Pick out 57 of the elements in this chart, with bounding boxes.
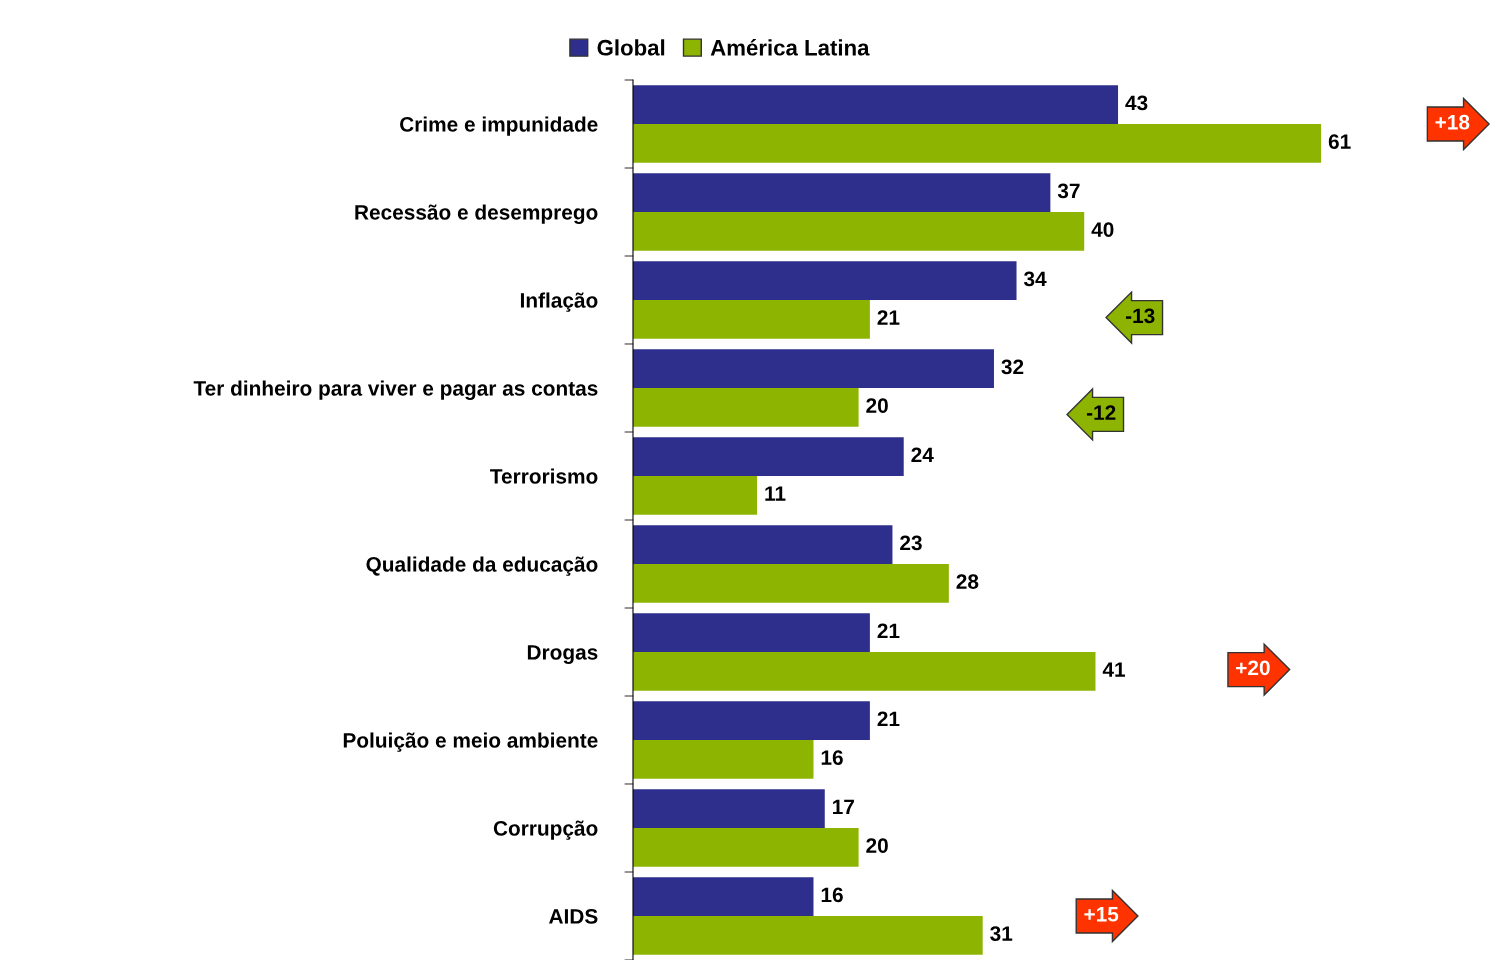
y-tick-label: Corrupção xyxy=(493,820,598,840)
annotation: -12 xyxy=(1086,405,1116,420)
y-tick-label: Inflação xyxy=(520,292,598,312)
bar xyxy=(633,212,1085,251)
data-label: 24 xyxy=(911,447,934,463)
y-tick-label: Poluição e meio ambiente xyxy=(343,732,598,752)
data-label: 41 xyxy=(1102,662,1126,677)
data-label: 21 xyxy=(877,711,900,727)
bar xyxy=(633,828,859,867)
bar xyxy=(633,261,1017,300)
legend-label: Global xyxy=(597,39,665,56)
bar xyxy=(633,173,1051,212)
data-label: 11 xyxy=(765,486,786,501)
data-label: 17 xyxy=(833,799,854,815)
legend-label: América Latina xyxy=(710,39,870,56)
bar xyxy=(633,476,758,515)
data-label: 20 xyxy=(866,838,888,853)
data-label: 34 xyxy=(1023,271,1047,287)
bar xyxy=(633,85,1119,124)
bar xyxy=(633,124,1322,163)
bar xyxy=(633,613,870,652)
data-label: 31 xyxy=(990,926,1013,941)
bar xyxy=(633,877,814,916)
bar xyxy=(633,701,870,740)
y-tick-label: Ter dinheiro para viver e pagar as contas xyxy=(193,380,598,400)
y-tick-label: AIDS xyxy=(549,909,598,924)
data-label: 32 xyxy=(1001,359,1024,375)
annotation: +20 xyxy=(1236,660,1270,676)
bar xyxy=(633,349,994,388)
data-label: 20 xyxy=(866,398,888,413)
bar xyxy=(633,564,949,603)
bar xyxy=(633,916,983,955)
annotation: -13 xyxy=(1125,308,1155,324)
y-tick-label: Qualidade da educação xyxy=(366,556,598,576)
data-label: 16 xyxy=(821,887,843,903)
bar xyxy=(633,789,825,828)
data-label: 28 xyxy=(956,574,979,589)
y-tick-label: Terrorismo xyxy=(490,468,598,484)
data-label: 21 xyxy=(877,310,900,325)
bar xyxy=(633,300,870,339)
data-label: 37 xyxy=(1057,183,1080,199)
data-label: 61 xyxy=(1328,134,1351,149)
data-label: 40 xyxy=(1091,222,1114,237)
text: +18 xyxy=(1435,114,1470,130)
bar xyxy=(633,437,904,476)
y-tick-label: Crime e impunidade xyxy=(400,116,598,136)
bar xyxy=(633,388,859,427)
data-label: 23 xyxy=(900,535,922,551)
y-tick-label: Recessão e desemprego xyxy=(355,204,598,224)
bar xyxy=(633,652,1096,691)
annotation: +15 xyxy=(1084,907,1119,922)
bar xyxy=(633,525,893,564)
bar xyxy=(633,740,814,779)
data-label: 16 xyxy=(821,750,843,765)
y-tick-label: Drogas xyxy=(527,645,598,664)
data-label: 21 xyxy=(877,623,900,639)
data-label: 43 xyxy=(1125,95,1148,111)
